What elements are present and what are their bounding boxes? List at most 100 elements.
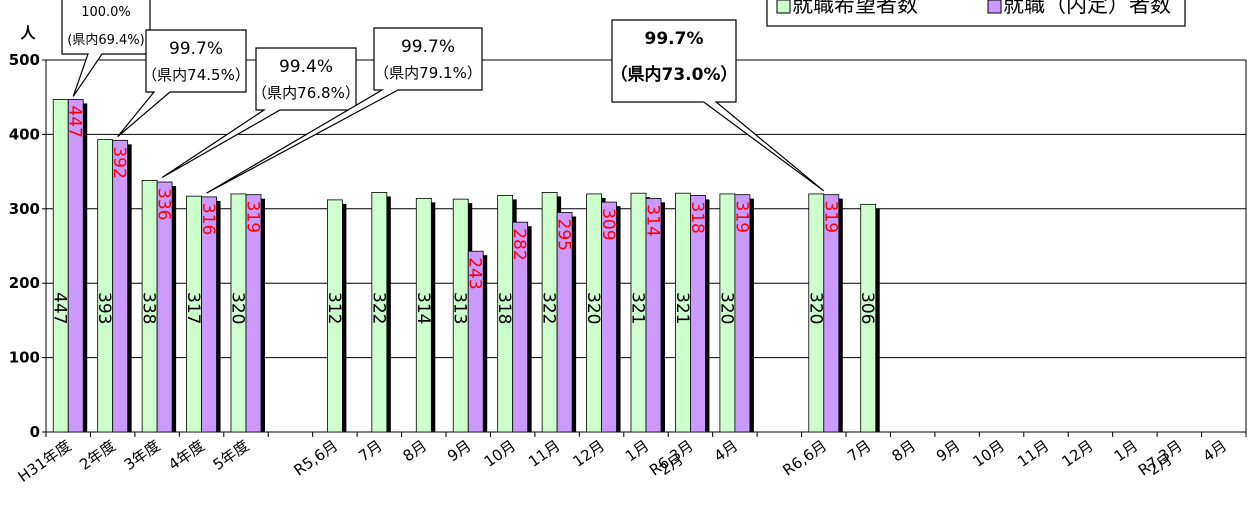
category-label: 7月 <box>355 437 385 466</box>
callout-box <box>611 19 825 192</box>
bar-employed <box>512 221 529 433</box>
callout-box <box>206 27 483 194</box>
legend-swatch-employed <box>987 0 1002 14</box>
bar-employed <box>201 196 217 433</box>
category-labels: H31年度 2年度 3年度 4年度 5年度 R5,6月 7月 8月 9月 10月 11月 12月 1月 2… <box>15 437 1230 486</box>
value-label-employed: 295 <box>554 219 574 251</box>
callout-rate: 99.7% <box>401 37 455 57</box>
bar-applicants <box>52 99 69 433</box>
bar-employed <box>734 194 751 433</box>
y-tick-label: 500 <box>9 51 40 69</box>
y-tick-label: 100 <box>9 349 40 367</box>
value-label-employed: 319 <box>731 201 751 233</box>
y-tick-label: 400 <box>9 125 40 143</box>
y-tick-label: 300 <box>9 200 40 218</box>
value-label-employed: 309 <box>598 208 618 240</box>
value-label-applicants: 321 <box>672 292 692 324</box>
category-label: 10月 <box>970 437 1008 471</box>
category-label: 12月 <box>1058 437 1096 471</box>
legend-label-applicants: 就職希望者数 <box>792 0 918 17</box>
category-label: 12月 <box>570 437 608 471</box>
value-label-applicants: 313 <box>450 292 470 324</box>
y-tick-label: 0 <box>30 423 40 441</box>
category-label: 11月 <box>1014 437 1052 471</box>
bar-applicants <box>415 197 432 433</box>
bar-employed <box>645 197 662 433</box>
callout-box <box>161 47 357 179</box>
bar-employed <box>467 250 484 433</box>
bar-employed <box>67 99 84 433</box>
value-label-employed: 316 <box>198 203 218 235</box>
category-label: H31年度 <box>15 437 75 486</box>
bar-employed <box>156 181 173 433</box>
category-label: 4年度 <box>165 437 208 474</box>
value-label-employed: 336 <box>154 188 174 220</box>
bar-applicants <box>326 199 343 433</box>
y-axis-unit: 人 <box>20 24 36 42</box>
category-label: 4月 <box>1200 437 1230 466</box>
callout-box <box>61 0 151 97</box>
callout-prefecture-rate: （県内73.0%） <box>611 64 738 85</box>
callout-box <box>117 29 247 138</box>
category-label: R5,6月 <box>290 437 341 480</box>
category-label: 1月 <box>1111 437 1141 466</box>
category-label: 8月 <box>889 437 919 466</box>
value-label-applicants: 312 <box>324 292 344 324</box>
value-label-employed: 318 <box>687 201 707 233</box>
value-label-applicants: 320 <box>583 292 603 324</box>
callout-prefecture-rate: （県内74.5%） <box>142 66 250 84</box>
value-label-employed: 319 <box>243 201 263 233</box>
bar-applicants <box>371 192 388 433</box>
bar-applicants <box>860 203 877 433</box>
callout-rate: 99.7% <box>645 29 704 49</box>
legend-label-employed: 就職（内定）者数 <box>1003 0 1171 17</box>
value-label-employed: 447 <box>65 105 85 137</box>
legend-swatch-applicants <box>776 0 791 14</box>
value-labels: 447 447 393 392 338 336 317 316 320 319 312 322 314 3… <box>50 105 878 324</box>
bar-employed <box>601 201 617 433</box>
value-label-applicants: 318 <box>494 292 514 324</box>
bar-employed <box>112 139 129 433</box>
value-label-applicants: 322 <box>539 292 559 324</box>
bar-employed <box>245 194 262 433</box>
value-label-employed: 392 <box>109 146 129 178</box>
callout-prefecture-rate: （県内76.8%） <box>252 84 360 102</box>
legend: 就職希望者数 就職（内定）者数 <box>766 0 1186 27</box>
bar-employed <box>690 195 706 433</box>
bar-employed <box>556 212 573 433</box>
category-label: 7月 <box>844 437 874 466</box>
value-label-applicants: 320 <box>805 292 825 324</box>
callout-rate: 99.4% <box>279 57 333 77</box>
value-label-employed: 319 <box>820 201 840 233</box>
category-label: 8月 <box>400 437 430 466</box>
bars <box>52 99 880 433</box>
value-label-employed: 314 <box>643 204 663 236</box>
bar-employed <box>823 194 840 433</box>
category-label: 5年度 <box>210 437 253 474</box>
category-label: 2年度 <box>76 437 119 474</box>
value-label-applicants: 314 <box>413 292 433 324</box>
y-tick-label: 200 <box>9 274 40 292</box>
category-label: 1月 <box>622 437 652 466</box>
category-label: 9月 <box>933 437 963 466</box>
legend-box <box>766 0 1186 27</box>
value-label-applicants: 321 <box>628 292 648 324</box>
category-label: 4月 <box>711 437 741 466</box>
value-label-applicants: 338 <box>139 292 159 324</box>
category-label: R6,6月 <box>779 437 830 480</box>
category-label: 11月 <box>525 437 563 471</box>
callout-prefecture-rate: (県内69.4%) <box>67 32 144 48</box>
value-label-applicants: 447 <box>50 292 70 324</box>
category-label: 9月 <box>444 437 474 466</box>
value-label-applicants: 317 <box>183 292 203 324</box>
callouts: 100.0% (県内69.4%) 99.7% （県内74.5%） 99.4% （県内76.… <box>61 0 825 194</box>
value-label-applicants: 320 <box>228 292 248 324</box>
value-label-applicants: 320 <box>716 292 736 324</box>
value-label-applicants: 393 <box>94 292 114 324</box>
callout-prefecture-rate: （県内79.1%） <box>374 64 482 82</box>
bar-applicants <box>97 139 114 433</box>
value-label-employed: 243 <box>465 257 485 289</box>
value-label-applicants: 322 <box>368 292 388 324</box>
value-label-applicants: 306 <box>857 292 877 324</box>
